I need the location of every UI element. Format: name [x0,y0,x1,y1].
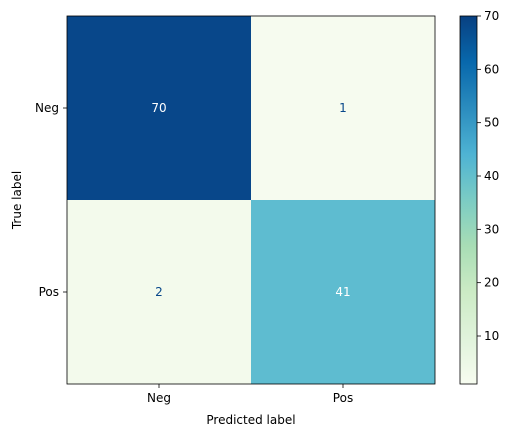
y-tick-label: Neg [35,101,59,115]
colorbar-tick-label: 10 [484,329,499,343]
matrix-area: 70 1 2 41 [66,15,436,385]
colorbar-tick-label: 70 [484,9,499,23]
matrix-cell [67,16,251,200]
y-tick-label: Pos [39,285,59,299]
x-tick-label: Neg [147,391,171,405]
colorbar-tick-label: 50 [484,116,499,130]
cell-value-label: 2 [155,285,163,299]
x-axis: Neg Pos [147,384,353,405]
colorbar-gradient [459,15,478,385]
x-tick-label: Pos [333,391,353,405]
cell-value-label: 1 [339,101,347,115]
colorbar-ticks: 10 20 30 40 50 60 70 [477,9,499,343]
matrix-cell [251,16,435,200]
y-axis-label: True label [10,171,24,230]
x-axis-label: Predicted label [206,413,295,427]
matrix-cell [67,200,251,384]
colorbar-tick-label: 20 [484,276,499,290]
y-axis: Neg Pos [35,101,67,299]
cell-value-label: 70 [151,101,166,115]
cell-value-label: 41 [335,285,350,299]
colorbar-tick-label: 40 [484,169,499,183]
colorbar-tick-label: 30 [484,222,499,236]
colorbar: 10 20 30 40 50 60 70 [459,9,499,385]
matrix-frame [66,15,436,385]
colorbar-tick-label: 60 [484,62,499,76]
matrix-cell [251,200,435,384]
